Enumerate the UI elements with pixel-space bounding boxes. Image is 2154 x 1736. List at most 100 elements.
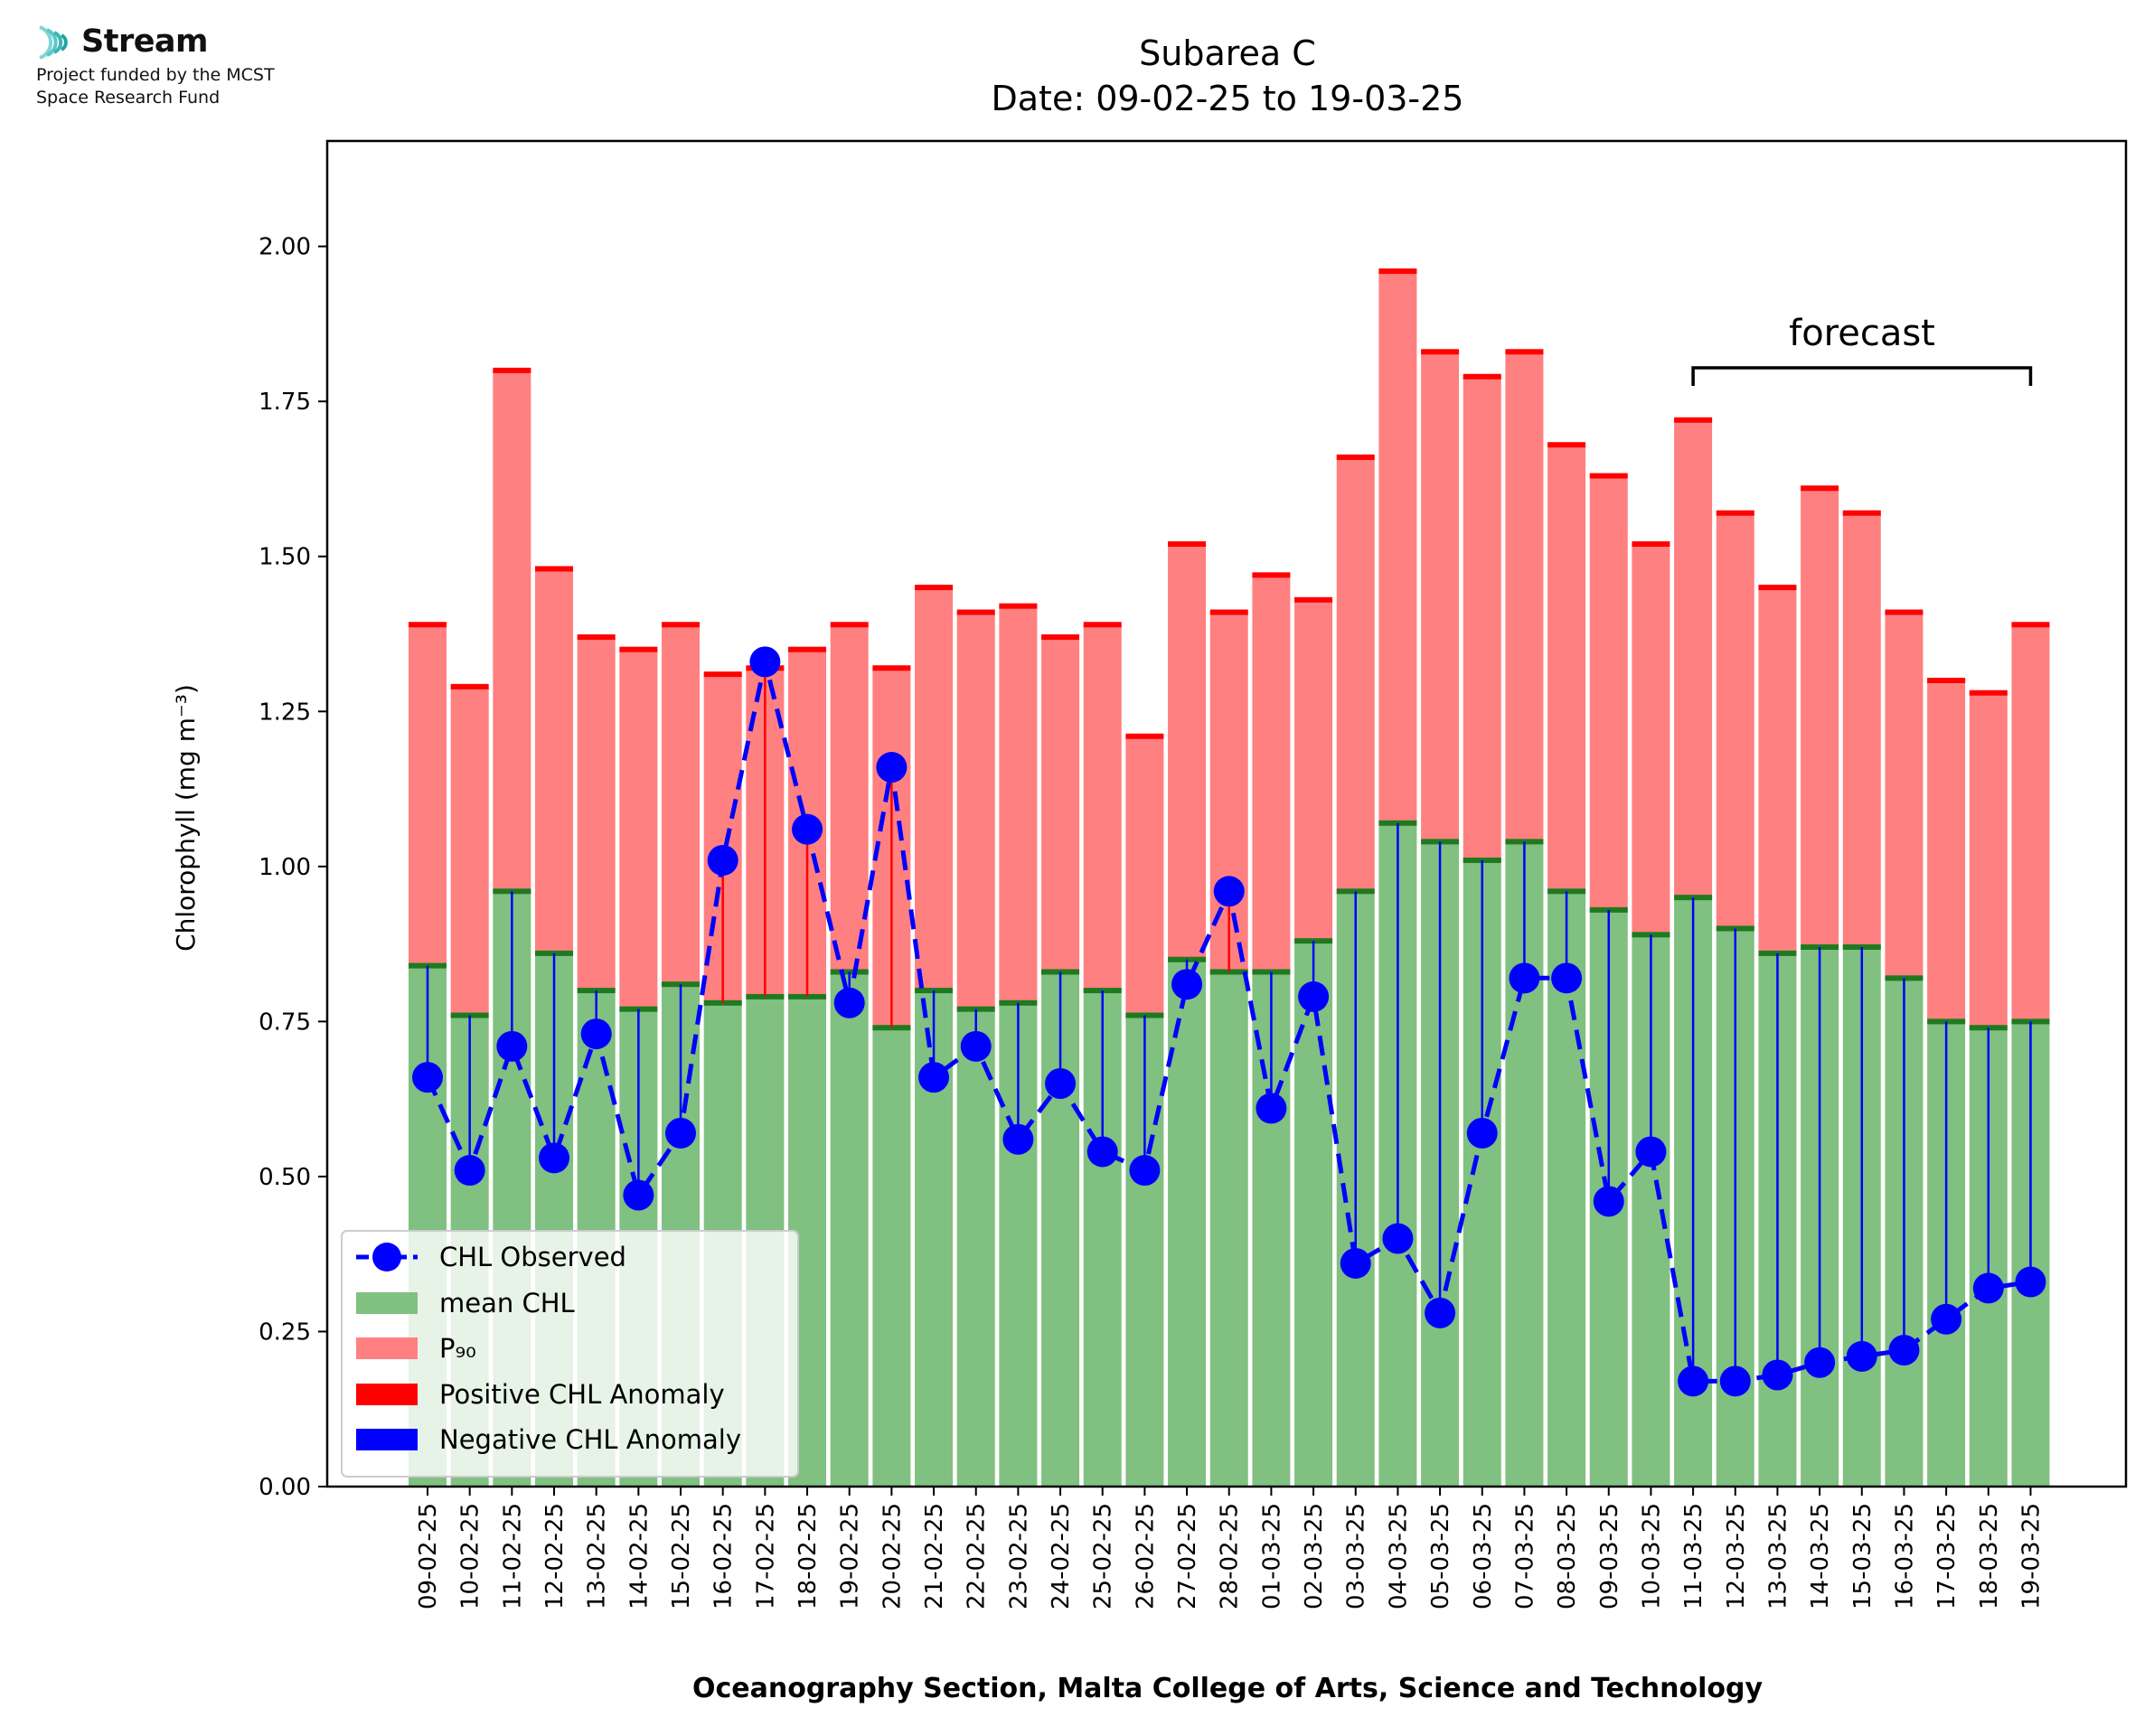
chl-observed-point [665,1117,697,1149]
p90-bar [830,624,869,972]
legend-negative-swatch [356,1429,418,1450]
p90-cap [1505,349,1544,355]
chl-observed-point [1593,1186,1624,1217]
x-tick-label: 15-03-25 [1849,1503,1877,1609]
chl-observed-point [1213,876,1245,907]
x-tick-label: 14-02-25 [626,1503,653,1609]
x-tick-label: 17-02-25 [752,1503,779,1609]
x-tick-label: 09-03-25 [1596,1503,1623,1609]
p90-cap [1378,268,1417,275]
p90-cap [662,622,701,628]
legend-box [341,1230,799,1478]
p90-bar [1083,624,1122,991]
x-tick-label: 10-03-25 [1638,1503,1665,1609]
forecast-bracket [1691,366,2033,386]
chl-observed-point [496,1030,528,1062]
p90-cap [619,646,658,652]
p90-bar [1252,575,1291,972]
p90-cap [1083,622,1122,628]
chl-observed-point [1171,969,1203,1000]
mean-chl-bar [1168,959,1207,1487]
chart-title: Subarea C [1139,33,1316,73]
chl-observed-point [1382,1223,1414,1254]
p90-bar [1589,475,1628,910]
chl-observed-point [918,1062,950,1093]
legend-positive-swatch [356,1384,418,1405]
chl-observed-point [960,1030,992,1062]
p90-cap [1041,633,1080,640]
p90-cap [956,609,995,615]
legend-mean-swatch [356,1292,418,1314]
p90-cap [1632,541,1670,548]
chl-observed-point [1256,1093,1287,1124]
p90-cap [1125,733,1164,739]
chl-observed-point [1086,1136,1118,1168]
y-axis-label: Chlorophyll (mg m⁻³) [171,684,201,952]
y-tick-label: 2.00 [259,234,311,261]
y-tick-label: 1.25 [259,699,311,726]
chl-observed-point [792,813,823,845]
x-tick-label: 13-02-25 [584,1503,611,1609]
chl-observed-point [1002,1123,1034,1155]
mean-chl-bar [1209,971,1248,1487]
p90-cap [1463,373,1501,380]
p90-bar [535,568,574,953]
p90-bar [1378,271,1417,823]
x-tick-label: 04-03-25 [1385,1503,1412,1609]
chl-observed-point [1425,1297,1456,1328]
legend-entry-label: mean CHL [439,1288,575,1318]
p90-bar [1885,612,1924,979]
x-tick-label: 02-03-25 [1301,1503,1328,1609]
chl-observed-point [412,1062,443,1093]
legend-entry-label: P₉₀ [439,1333,476,1364]
x-tick-label: 16-02-25 [710,1503,738,1609]
x-tick-label: 13-03-25 [1764,1503,1792,1609]
p90-cap [1209,609,1248,615]
p90-cap [1801,485,1839,492]
p90-bar [1336,456,1375,892]
x-tick-label: 21-02-25 [921,1503,948,1609]
chl-observed-point [1846,1340,1877,1372]
p90-cap [999,603,1038,609]
legend-entry-label: Positive CHL Anomaly [439,1379,725,1410]
chl-observed-point [1340,1247,1371,1279]
p90-cap [1421,349,1460,355]
x-tick-label: 28-02-25 [1217,1503,1244,1609]
p90-cap [1716,510,1754,516]
x-tick-label: 25-02-25 [1090,1503,1117,1609]
p90-bar [1716,512,1754,929]
y-tick-label: 1.75 [259,389,311,416]
p90-cap [1336,454,1375,460]
x-tick-label: 05-03-25 [1427,1503,1454,1609]
legend-observed-marker [372,1243,401,1272]
x-tick-label: 17-03-25 [1933,1503,1961,1609]
p90-cap [915,585,954,591]
chl-observed-point [1551,962,1583,994]
p90-cap [1969,690,2008,696]
p90-bar [1674,419,1713,898]
logo: Stream Project funded by the MCST Space … [34,20,360,119]
chart-subtitle: Date: 09-02-25 to 19-03-25 [992,79,1464,118]
p90-cap [830,622,869,628]
p90-bar [1463,376,1501,860]
forecast-label: forecast [1789,313,1935,354]
y-tick-label: 0.75 [259,1009,311,1036]
p90-cap [1168,541,1207,548]
p90-cap [409,622,447,628]
chl-observed-point [1298,981,1330,1012]
chl-observed-point [1972,1272,2004,1304]
x-tick-label: 19-02-25 [837,1503,864,1609]
x-tick-label: 26-02-25 [1132,1503,1159,1609]
p90-bar [577,636,616,991]
x-tick-label: 18-02-25 [795,1503,822,1609]
x-tick-label: 24-02-25 [1048,1503,1075,1609]
p90-bar [1421,352,1460,842]
y-tick-label: 1.00 [259,854,311,881]
chl-observed-point [1045,1067,1077,1099]
chl-observed-point [580,1018,612,1050]
y-tick-label: 0.50 [259,1164,311,1191]
logo-funding-line-1: Project funded by the MCST [36,65,275,85]
p90-bar [1758,587,1797,953]
x-tick-label: 19-03-25 [2018,1503,2045,1609]
